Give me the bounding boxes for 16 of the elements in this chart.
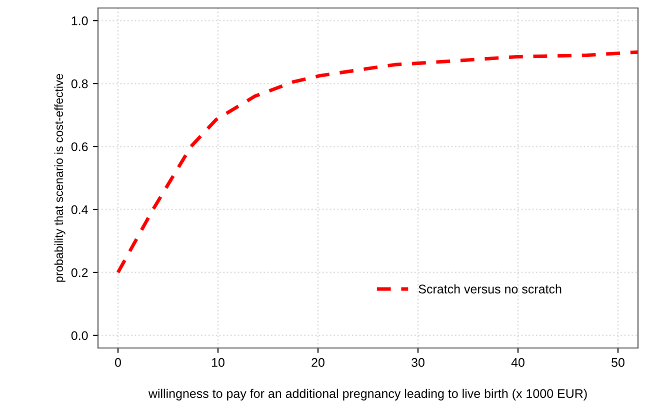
y-tick-label: 0.4 <box>71 205 88 214</box>
x-axis-title: willingness to pay for an additional pregnancy leading to live birth (x 1000 EUR) <box>148 388 587 400</box>
legend-label: Scratch versus no scratch <box>418 284 562 294</box>
x-tick-label: 20 <box>312 358 324 367</box>
y-axis-title: probability that scenario is cost-effective <box>54 74 66 282</box>
y-tick-label: 0.6 <box>71 142 88 152</box>
x-tick-label: 30 <box>412 358 424 367</box>
line-series <box>116 50 638 274</box>
y-tick-label: 0.0 <box>71 331 88 340</box>
x-tick-label: 40 <box>511 358 524 367</box>
y-tick-label: 1.0 <box>72 16 88 26</box>
x-tick-label: 10 <box>212 358 224 367</box>
y-tick-label: 0.2 <box>71 268 88 278</box>
x-tick-label: 50 <box>612 358 624 367</box>
y-tick-label: 0.8 <box>71 79 88 88</box>
x-tick-label: 0 <box>115 358 121 367</box>
